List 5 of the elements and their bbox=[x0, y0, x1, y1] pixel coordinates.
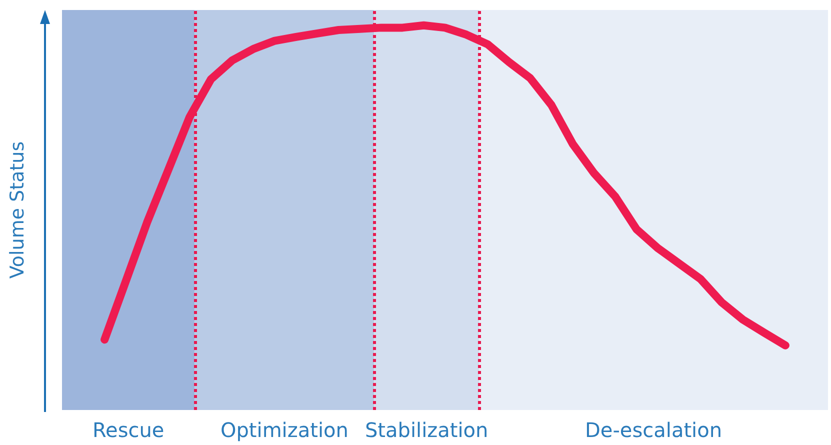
text: Stabilization bbox=[364, 418, 488, 442]
text: Optimization bbox=[220, 418, 348, 442]
y-axis-title: Volume Status bbox=[6, 141, 28, 279]
text: De-escalation bbox=[584, 418, 722, 442]
text: Rescue bbox=[92, 418, 164, 442]
